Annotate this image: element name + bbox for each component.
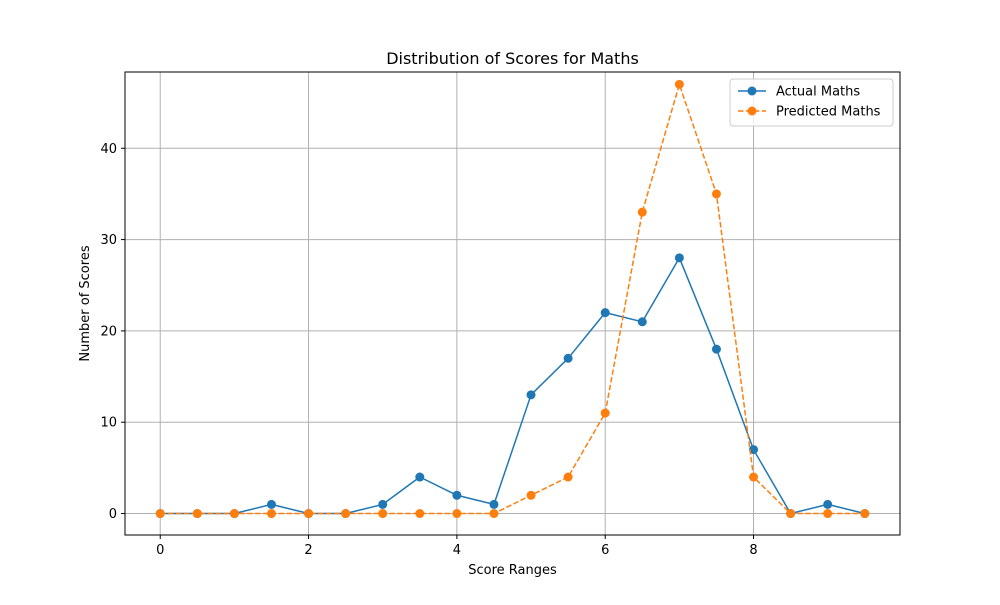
data-point-actual-maths (600, 308, 610, 318)
data-point-predicted-maths (378, 509, 388, 519)
y-tick-label: 0 (109, 507, 117, 522)
legend-label-predicted-maths: Predicted Maths (776, 105, 881, 120)
data-point-predicted-maths (304, 509, 314, 519)
data-point-actual-maths (452, 490, 462, 500)
x-tick-label: 2 (304, 543, 312, 558)
data-point-predicted-maths (711, 189, 721, 199)
data-point-actual-maths (563, 353, 573, 363)
legend: Actual Maths Predicted Maths (729, 78, 894, 127)
series-line-actual-maths (160, 257, 865, 515)
data-point-predicted-maths (452, 509, 462, 519)
data-point-predicted-maths (637, 207, 647, 217)
chart-title: Distribution of Scores for Maths (386, 49, 639, 68)
data-point-predicted-maths (860, 509, 870, 519)
data-point-predicted-maths (341, 509, 351, 519)
data-point-predicted-maths (229, 509, 239, 519)
y-tick-label: 40 (100, 142, 117, 157)
data-point-predicted-maths (786, 509, 796, 519)
data-point-actual-maths (823, 499, 833, 509)
data-point-actual-maths (711, 344, 721, 354)
legend-marker-predicted-maths (747, 106, 757, 116)
x-tick-label: 6 (601, 543, 609, 558)
series-predicted-maths (155, 79, 870, 519)
plot-frame (124, 71, 901, 536)
y-tick-label: 10 (100, 416, 117, 431)
x-tick-label: 4 (453, 543, 461, 558)
data-point-actual-maths (489, 499, 499, 509)
axis-ticks: 0 2 4 6 8 0 10 20 30 40 (100, 142, 757, 558)
data-point-actual-maths (637, 317, 647, 327)
data-point-predicted-maths (415, 509, 425, 519)
data-point-predicted-maths (526, 490, 536, 500)
data-point-predicted-maths (749, 472, 759, 482)
data-point-predicted-maths (674, 79, 684, 89)
data-point-actual-maths (415, 472, 425, 482)
data-point-predicted-maths (600, 408, 610, 418)
data-point-actual-maths (378, 499, 388, 509)
legend-box (729, 78, 894, 127)
y-axis-label: Number of Scores (78, 245, 93, 361)
data-point-predicted-maths (266, 509, 276, 519)
y-tick-label: 20 (100, 324, 117, 339)
data-point-predicted-maths (563, 472, 573, 482)
data-point-actual-maths (526, 390, 536, 400)
x-tick-label: 8 (749, 543, 757, 558)
data-point-predicted-maths (489, 509, 499, 519)
series (155, 79, 870, 519)
data-point-predicted-maths (823, 509, 833, 519)
data-point-actual-maths (674, 253, 684, 263)
legend-marker-actual-maths (747, 86, 757, 96)
y-tick-label: 30 (100, 233, 117, 248)
series-line-predicted-maths (160, 83, 865, 515)
legend-label-actual-maths: Actual Maths (776, 85, 860, 100)
x-tick-label: 0 (156, 543, 164, 558)
data-point-predicted-maths (155, 509, 165, 519)
data-point-actual-maths (749, 445, 759, 455)
data-point-predicted-maths (192, 509, 202, 519)
x-axis-label: Score Ranges (468, 563, 557, 578)
grid (125, 72, 900, 535)
data-point-actual-maths (266, 499, 276, 509)
